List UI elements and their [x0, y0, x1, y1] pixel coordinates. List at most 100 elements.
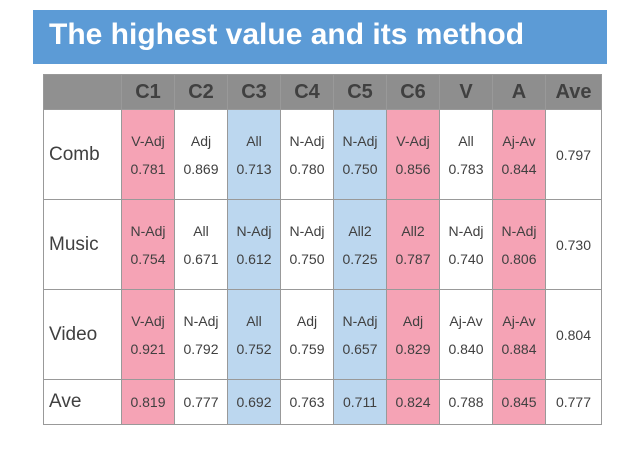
cell-method: N-Adj: [342, 132, 378, 149]
table-cell: N-Adj 0.750: [280, 199, 334, 290]
table-cell: N-Adj 0.612: [227, 199, 281, 290]
average-cell: 0.777: [545, 379, 602, 425]
cell-value: 0.856: [395, 160, 431, 177]
average-row: Ave 0.819 0.777 0.692 0.763 0.711 0.824 0.788 0.…: [43, 379, 602, 425]
average-value: 0.845: [501, 394, 537, 410]
row-average: 0.804: [545, 289, 602, 380]
cell-method: Aj-Av: [502, 312, 536, 329]
average-cell: 0.819: [121, 379, 175, 425]
table-cell: V-Adj 0.921: [121, 289, 175, 380]
average-cell: 0.845: [492, 379, 546, 425]
average-cell: 0.777: [174, 379, 228, 425]
cell-value: 0.806: [501, 250, 537, 267]
row-label: Comb: [43, 109, 122, 200]
cell-value: 0.792: [183, 340, 219, 357]
average-value: 0.788: [448, 394, 484, 410]
cell-value: 0.780: [289, 160, 325, 177]
cell-method: V-Adj: [396, 132, 430, 149]
row-label: Video: [43, 289, 122, 380]
header-corner: [43, 74, 122, 110]
cell-value: 0.783: [448, 160, 484, 177]
title-banner: The highest value and its method: [33, 10, 607, 64]
average-cell: 0.788: [439, 379, 493, 425]
cell-method: All: [246, 312, 262, 329]
table-cell: Adj 0.869: [174, 109, 228, 200]
cell-method: Aj-Av: [449, 312, 483, 329]
table-cell: N-Adj 0.740: [439, 199, 493, 290]
cell-method: All2: [401, 222, 425, 239]
average-value: 0.777: [555, 394, 592, 410]
cell-method: V-Adj: [131, 312, 165, 329]
cell-method: V-Adj: [131, 132, 165, 149]
cell-method: All: [246, 132, 262, 149]
cell-value: 0.781: [130, 160, 166, 177]
table-cell: N-Adj 0.750: [333, 109, 387, 200]
cell-value: 0.671: [183, 250, 219, 267]
average-value: 0.730: [555, 236, 592, 253]
table-cell: V-Adj 0.781: [121, 109, 175, 200]
cell-value: 0.754: [130, 250, 166, 267]
cell-value: 0.829: [395, 340, 431, 357]
average-cell: 0.824: [386, 379, 440, 425]
cell-method: Adj: [402, 312, 424, 329]
table-cell: N-Adj 0.754: [121, 199, 175, 290]
column-header: C5: [333, 74, 387, 110]
average-value: 0.777: [183, 394, 219, 410]
average-value: 0.692: [236, 394, 272, 410]
table-cell: N-Adj 0.792: [174, 289, 228, 380]
column-header: V: [439, 74, 493, 110]
cell-value: 0.840: [448, 340, 484, 357]
header-row: C1 C2 C3 C4 C5 C6 V A Ave: [43, 74, 602, 110]
cell-value: 0.713: [236, 160, 272, 177]
average-value: 0.797: [555, 146, 592, 163]
table-cell: Adj 0.829: [386, 289, 440, 380]
table-cell: Aj-Av 0.840: [439, 289, 493, 380]
table-cell: V-Adj 0.856: [386, 109, 440, 200]
table-cell: All2 0.787: [386, 199, 440, 290]
cell-method: N-Adj: [130, 222, 166, 239]
cell-method: N-Adj: [236, 222, 272, 239]
average-cell: 0.711: [333, 379, 387, 425]
cell-method: N-Adj: [289, 222, 325, 239]
table-cell: Aj-Av 0.884: [492, 289, 546, 380]
average-cell: 0.763: [280, 379, 334, 425]
row-label: Music: [43, 199, 122, 290]
average-value: 0.824: [395, 394, 431, 410]
table-cell: All 0.752: [227, 289, 281, 380]
page-title: The highest value and its method: [49, 18, 525, 51]
cell-method: All2: [348, 222, 372, 239]
average-cell: 0.692: [227, 379, 281, 425]
cell-value: 0.884: [501, 340, 537, 357]
cell-method: N-Adj: [501, 222, 537, 239]
column-header: C3: [227, 74, 281, 110]
average-value: 0.763: [289, 394, 325, 410]
table-cell: All 0.671: [174, 199, 228, 290]
column-header: C4: [280, 74, 334, 110]
table-cell: N-Adj 0.780: [280, 109, 334, 200]
table-cell: All 0.713: [227, 109, 281, 200]
cell-value: 0.612: [236, 250, 272, 267]
cell-value: 0.740: [448, 250, 484, 267]
cell-value: 0.844: [501, 160, 537, 177]
cell-value: 0.869: [183, 160, 219, 177]
cell-value: 0.657: [342, 340, 378, 357]
cell-method: N-Adj: [448, 222, 484, 239]
cell-method: Adj: [296, 312, 318, 329]
column-header: C6: [386, 74, 440, 110]
cell-method: All: [458, 132, 474, 149]
average-value: 0.819: [130, 394, 166, 410]
row-label: Ave: [43, 379, 122, 425]
cell-method: Aj-Av: [502, 132, 536, 149]
table-cell: N-Adj 0.657: [333, 289, 387, 380]
table-row: Music N-Adj 0.754 All 0.671 N-Adj 0.612 N-Adj 0.…: [43, 199, 602, 290]
column-header: C1: [121, 74, 175, 110]
table-cell: Aj-Av 0.844: [492, 109, 546, 200]
cell-value: 0.752: [236, 340, 272, 357]
cell-value: 0.759: [289, 340, 325, 357]
table-cell: All2 0.725: [333, 199, 387, 290]
table-cell: N-Adj 0.806: [492, 199, 546, 290]
table-row: Comb V-Adj 0.781 Adj 0.869 All 0.713 N-Adj 0.780…: [43, 109, 602, 200]
cell-method: N-Adj: [289, 132, 325, 149]
cell-method: N-Adj: [183, 312, 219, 329]
cell-value: 0.750: [342, 160, 378, 177]
